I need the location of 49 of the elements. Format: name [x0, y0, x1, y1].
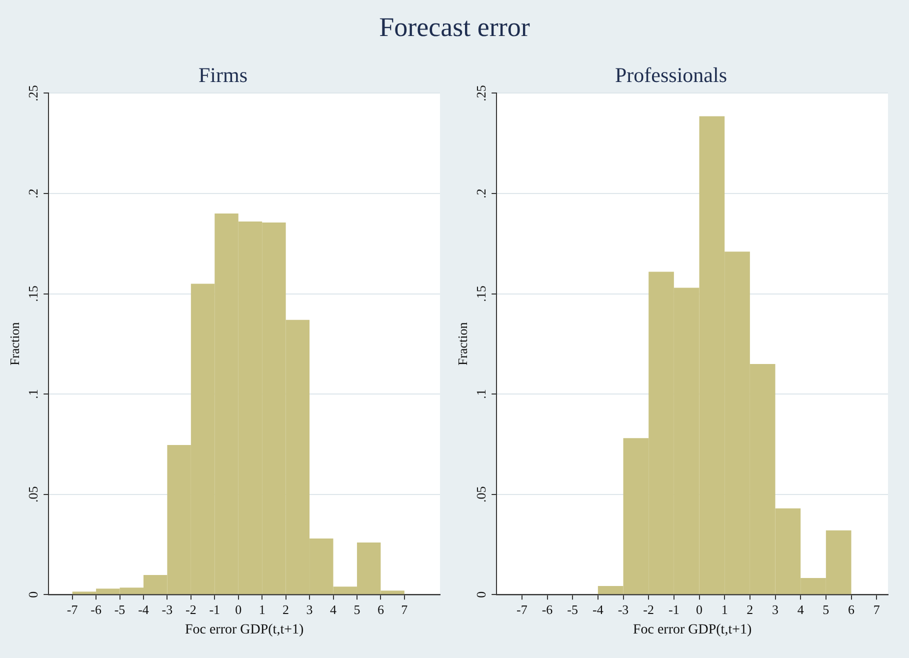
- x-tick-label: 6: [377, 602, 384, 617]
- y-tick-label: .05: [26, 486, 41, 502]
- chart-title: Professionals: [615, 63, 727, 88]
- x-tick-label: 2: [746, 602, 754, 617]
- y-tick-label: .25: [26, 85, 41, 102]
- x-tick-label: -4: [592, 602, 604, 617]
- x-tick-label: -1: [668, 602, 680, 617]
- y-tick-label: .15: [474, 286, 489, 302]
- y-tick-label: 0: [26, 591, 41, 598]
- x-axis-title: Foc error GDP(t,t+1): [184, 622, 304, 638]
- x-tick-label: 4: [330, 602, 338, 617]
- x-tick-label: -7: [66, 602, 78, 617]
- x-tick-label: 6: [848, 602, 856, 617]
- y-tick-label: .1: [474, 389, 489, 399]
- x-tick-label: 4: [797, 602, 804, 617]
- y-tick-label: .1: [26, 389, 41, 399]
- x-tick-label: 2: [282, 602, 290, 617]
- x-tick-label: 1: [258, 602, 266, 617]
- chart-title: Firms: [198, 63, 248, 88]
- y-axis-title: Fraction: [455, 322, 470, 366]
- x-tick-label: -6: [542, 602, 554, 617]
- x-tick-label: -3: [618, 602, 629, 617]
- x-tick-label: 0: [235, 602, 242, 617]
- x-tick-label: -5: [567, 602, 578, 617]
- x-tick-label: 5: [354, 602, 360, 617]
- y-tick-label: 0: [474, 591, 489, 598]
- y-tick-label: .15: [26, 286, 41, 302]
- y-axis-title: Fraction: [7, 322, 22, 366]
- x-tick-label: -6: [90, 602, 102, 617]
- x-tick-label: 7: [401, 602, 408, 617]
- x-tick-label: 1: [721, 602, 728, 617]
- x-tick-label: -3: [162, 602, 173, 617]
- x-tick-label: -4: [138, 602, 150, 617]
- x-tick-label: -2: [643, 602, 654, 617]
- y-tick-label: .2: [26, 188, 41, 198]
- x-tick-label: 3: [772, 602, 779, 617]
- x-tick-label: 0: [696, 602, 703, 617]
- x-tick-label: -2: [186, 602, 196, 617]
- x-tick-label: -1: [209, 602, 220, 617]
- y-tick-label: .05: [474, 486, 489, 502]
- x-tick-label: 5: [822, 602, 830, 617]
- x-tick-label: -5: [114, 602, 126, 617]
- x-axis-title: Foc error GDP(t,t+1): [632, 622, 752, 638]
- x-tick-label: -7: [516, 602, 528, 617]
- y-tick-label: .25: [474, 85, 489, 102]
- x-tick-label: 7: [873, 602, 880, 617]
- x-tick-label: 3: [306, 602, 313, 617]
- text: Forecast error: [378, 12, 531, 43]
- y-tick-label: .2: [474, 188, 489, 198]
